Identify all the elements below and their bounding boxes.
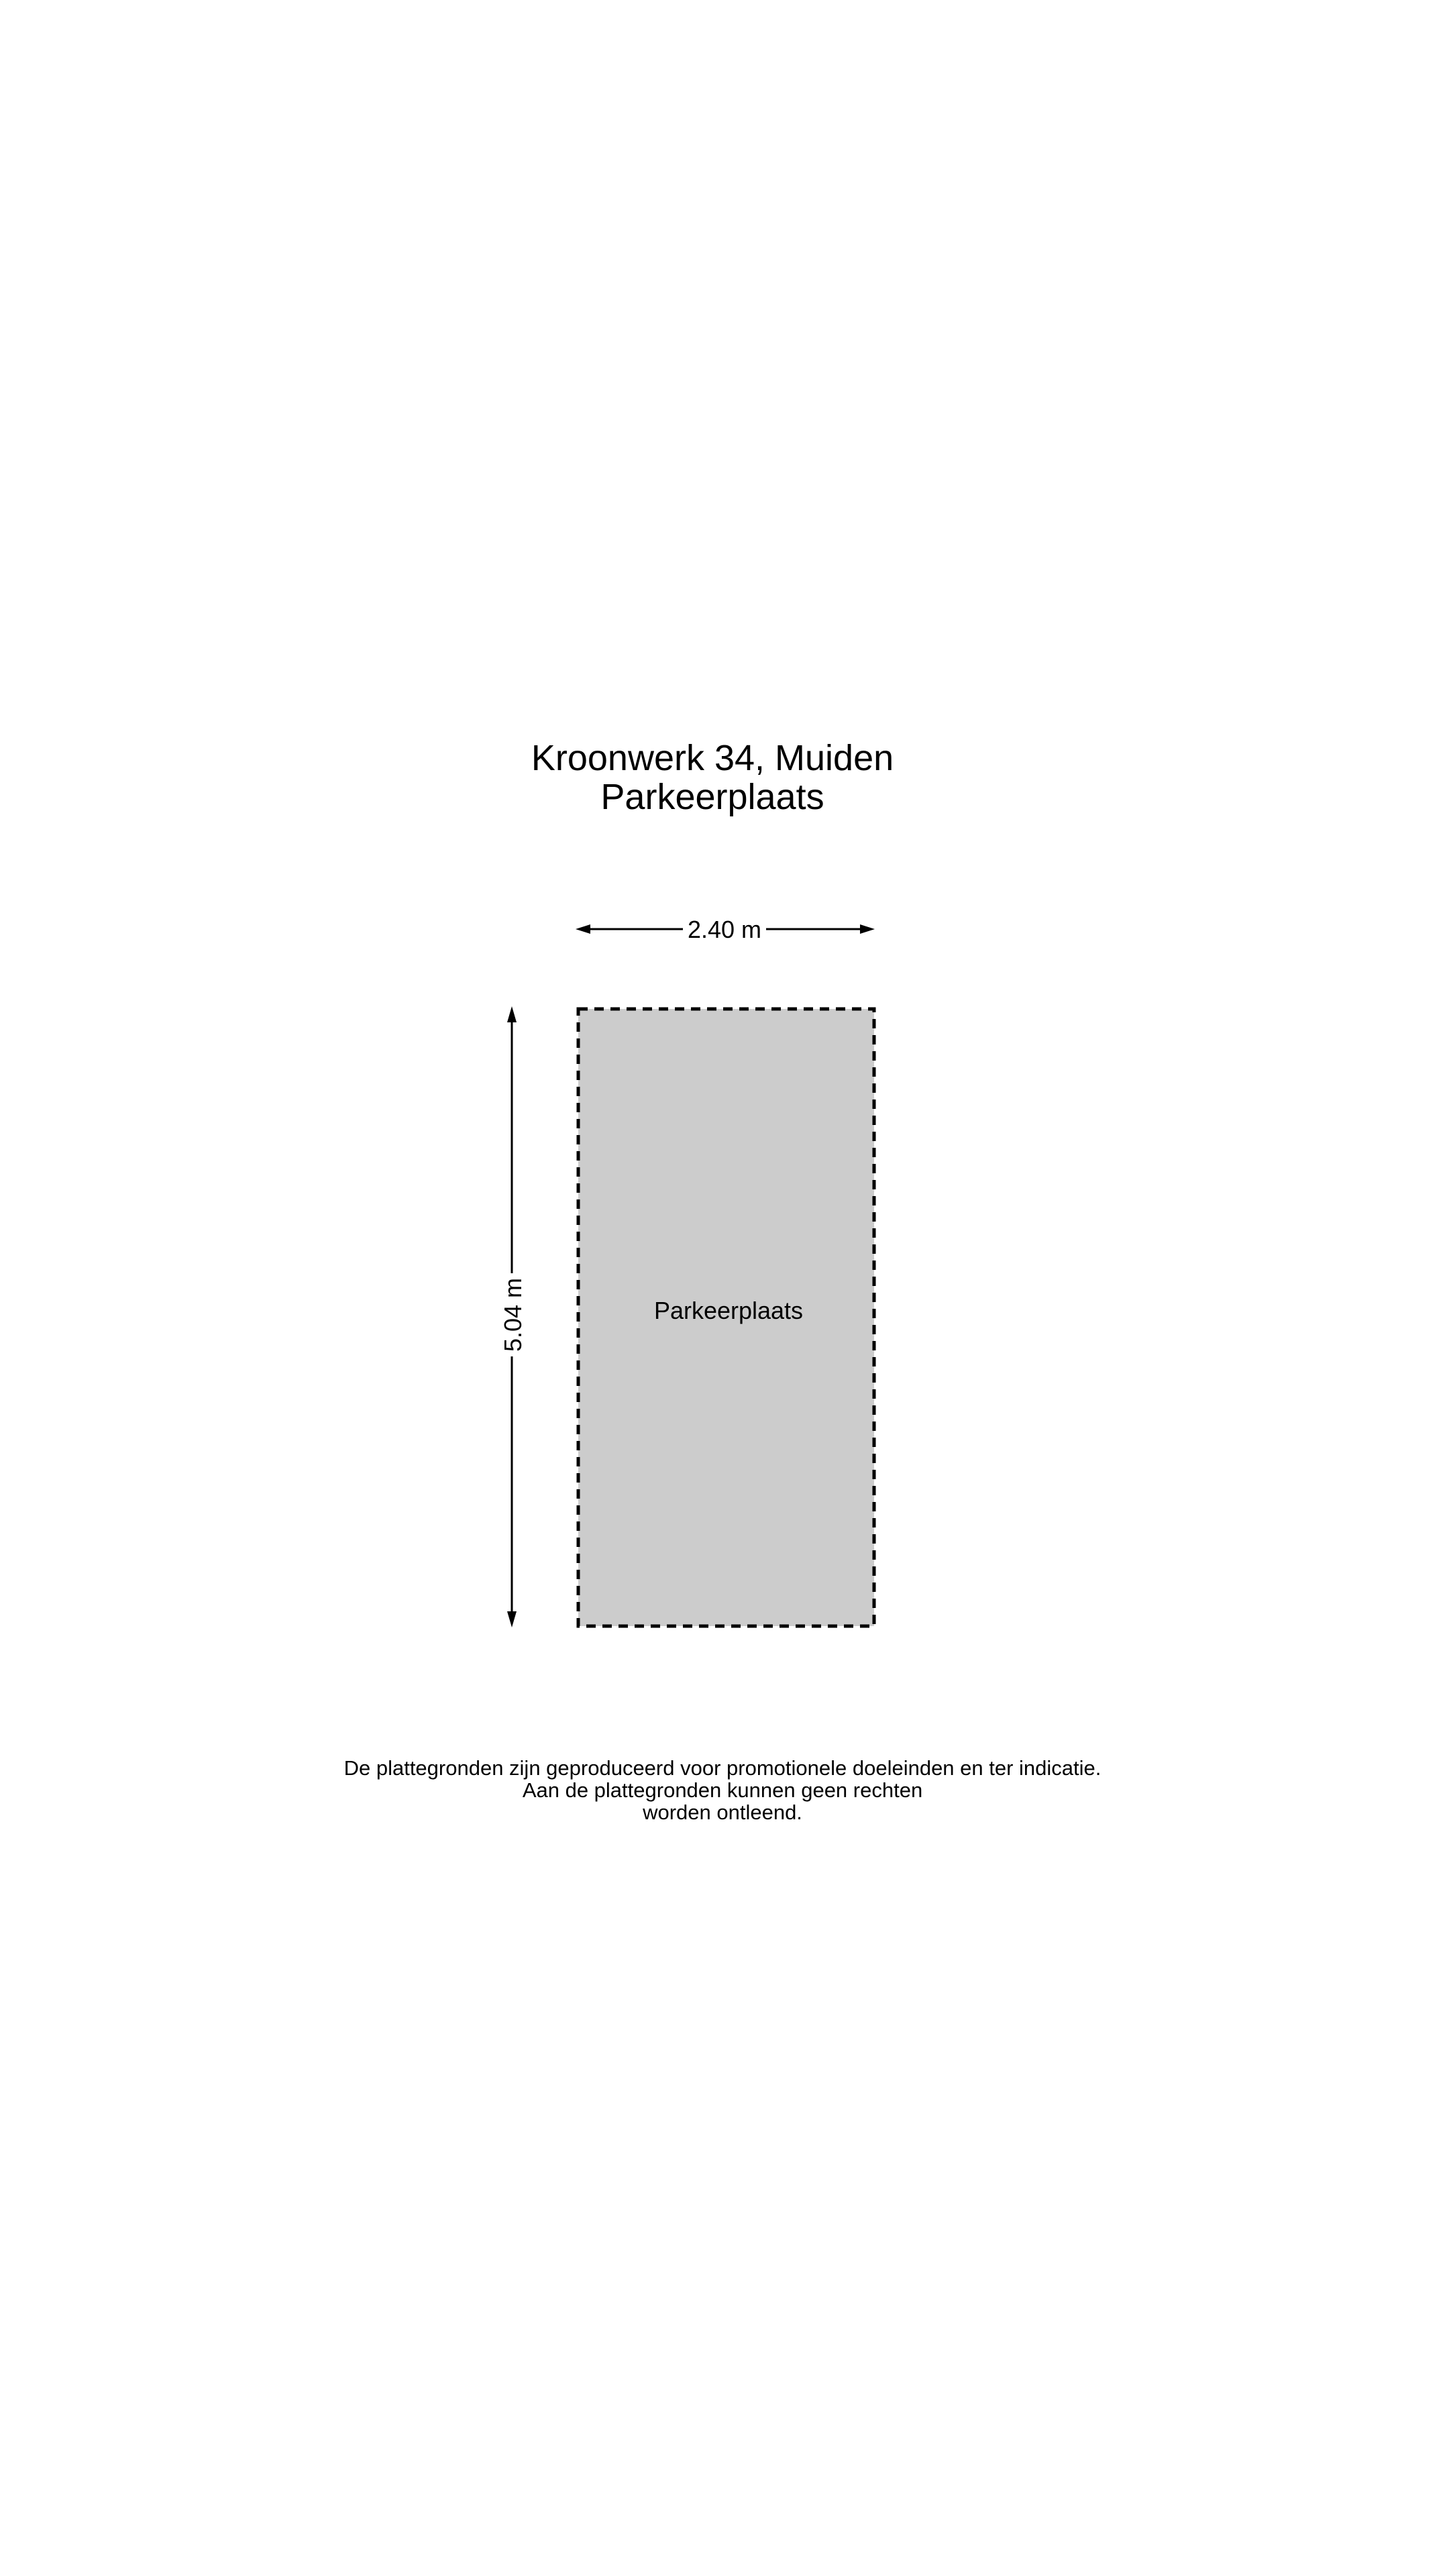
width-label: 2.40 m — [687, 916, 762, 943]
address-title: Kroonwerk 34, Muiden — [531, 738, 894, 778]
disclaimer-line-3: worden ontleend. — [643, 1801, 802, 1824]
depth-label: 5.04 m — [499, 1277, 527, 1352]
arrow-left-icon — [576, 924, 590, 934]
width-dimension — [576, 924, 875, 934]
depth-dimension — [507, 1006, 517, 1627]
floor-subtitle: Parkeerplaats — [600, 777, 824, 817]
arrow-up-icon — [507, 1006, 517, 1022]
room-label: Parkeerplaats — [653, 1297, 804, 1324]
parking-space — [576, 1007, 876, 1628]
disclaimer-line-1: De plattegronden zijn geproduceerd voor … — [343, 1756, 1102, 1780]
arrow-down-icon — [507, 1611, 517, 1627]
arrow-right-icon — [860, 924, 875, 934]
disclaimer-line-2: Aan de plattegronden kunnen geen rechten — [522, 1778, 923, 1802]
